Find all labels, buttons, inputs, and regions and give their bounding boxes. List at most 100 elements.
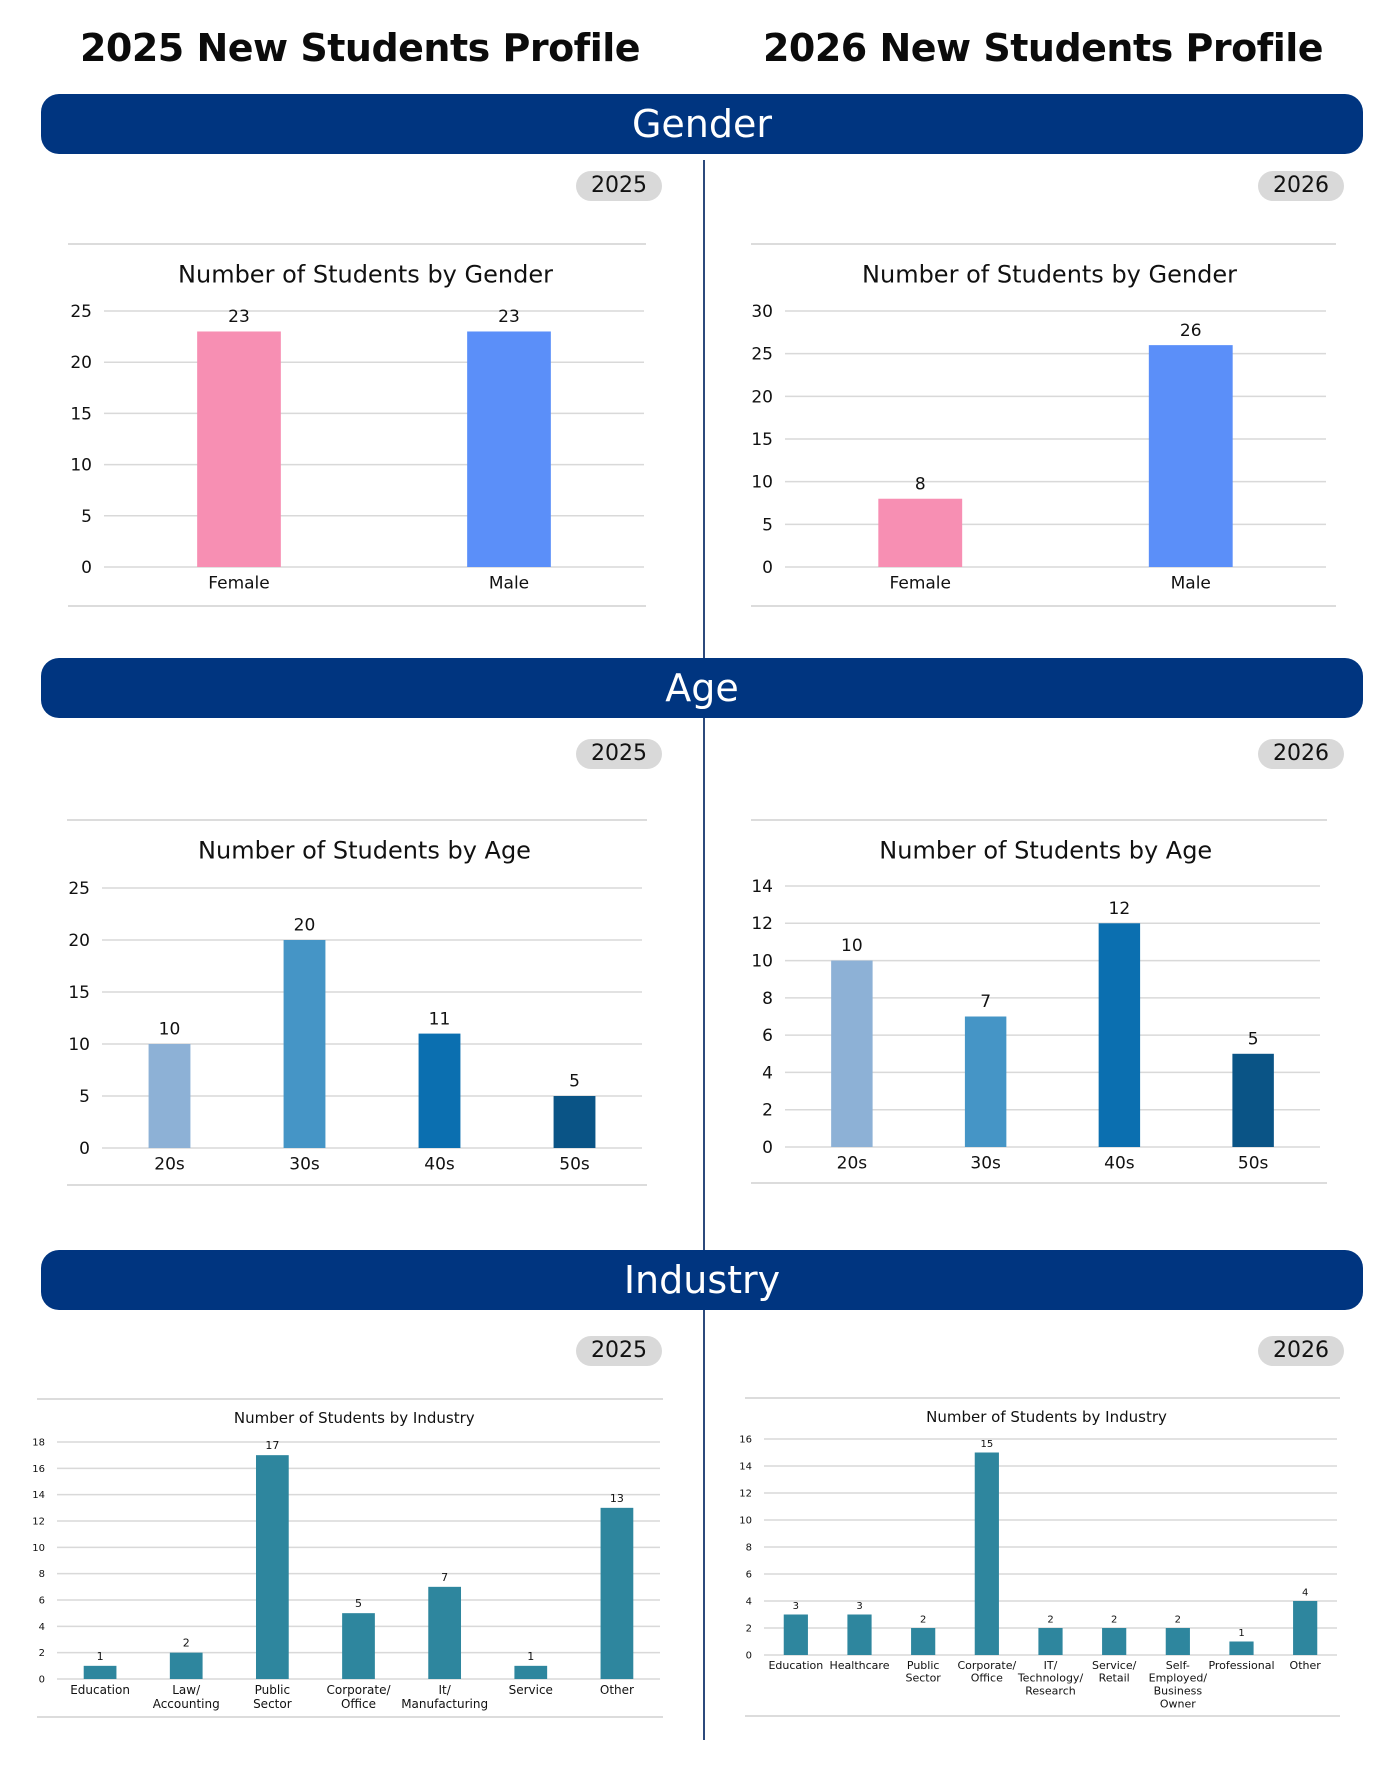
data-label: 12 <box>1109 899 1131 919</box>
category-label: IT/Technology/Research <box>1017 1659 1084 1698</box>
category-label: Public Sector <box>905 1659 941 1685</box>
section-industry: Industry <box>41 1250 1363 1310</box>
bar-0 <box>83 1665 117 1679</box>
y-tick-label: 0 <box>81 558 92 578</box>
chart-title: Number of Students by Industry <box>234 1409 475 1427</box>
section-age: Age <box>41 658 1363 718</box>
bar-3 <box>553 1096 596 1148</box>
bar-7 <box>1229 1641 1254 1655</box>
data-label: 7 <box>441 1571 448 1584</box>
category-label: 30s <box>289 1154 320 1174</box>
y-tick-label: 10 <box>751 952 773 972</box>
y-tick-label: 8 <box>746 1543 752 1554</box>
bar-0 <box>878 498 963 567</box>
category-label: Male <box>489 573 529 593</box>
category-label: Professional <box>1208 1659 1274 1672</box>
data-label: 7 <box>980 992 991 1012</box>
bar-0 <box>148 1044 191 1148</box>
data-label: 10 <box>159 1020 181 1040</box>
bar-2 <box>1098 923 1141 1147</box>
bar-6 <box>1165 1628 1190 1655</box>
category-label: 40s <box>424 1154 455 1174</box>
data-label: 5 <box>355 1597 362 1610</box>
bar-4 <box>1038 1628 1063 1655</box>
bar-2 <box>418 1033 461 1148</box>
y-tick-label: 12 <box>751 914 773 934</box>
category-label: Other <box>1290 1659 1322 1672</box>
category-label: Healthcare <box>830 1659 890 1672</box>
data-label: 26 <box>1180 321 1202 341</box>
bar-0 <box>783 1614 808 1655</box>
bar-2 <box>255 1455 289 1679</box>
year-badge-industry-2026: 2026 <box>1258 1336 1344 1366</box>
category-label: Law/Accounting <box>153 1683 220 1711</box>
bar-2 <box>911 1628 936 1655</box>
y-tick-label: 0 <box>746 1651 752 1662</box>
bar-3 <box>974 1452 999 1655</box>
category-label: 50s <box>1238 1153 1269 1173</box>
column-divider <box>703 160 705 1740</box>
bar-1 <box>283 940 326 1148</box>
y-tick-label: 20 <box>68 931 90 951</box>
category-label: It/Manufacturing <box>401 1683 488 1711</box>
category-label: 50s <box>559 1154 590 1174</box>
category-label: 20s <box>154 1154 185 1174</box>
bar-4 <box>428 1586 462 1679</box>
category-label: Female <box>890 573 951 593</box>
y-tick-label: 15 <box>751 430 773 450</box>
y-tick-label: 10 <box>70 456 92 476</box>
data-label: 2 <box>920 1615 926 1626</box>
data-label: 3 <box>793 1601 799 1612</box>
y-tick-label: 12 <box>32 1517 45 1528</box>
year-badge-industry-2025: 2025 <box>576 1336 662 1366</box>
chart-title: Number of Students by Age <box>879 836 1212 864</box>
title-2025: 2025 New Students Profile <box>79 26 641 70</box>
year-badge-age-2025: 2025 <box>576 739 662 769</box>
data-label: 4 <box>1302 1588 1308 1599</box>
y-tick-label: 2 <box>746 1624 752 1635</box>
bar-5 <box>1102 1628 1127 1655</box>
data-label: 10 <box>841 936 863 956</box>
y-tick-label: 0 <box>79 1139 90 1159</box>
y-tick-label: 14 <box>739 1462 752 1473</box>
bar-1 <box>964 1016 1007 1147</box>
data-label: 5 <box>569 1072 580 1092</box>
y-tick-label: 2 <box>762 1101 773 1121</box>
y-tick-label: 4 <box>762 1063 773 1083</box>
bar-6 <box>600 1507 634 1679</box>
y-tick-label: 14 <box>751 877 773 897</box>
y-tick-label: 16 <box>739 1435 752 1446</box>
y-tick-label: 5 <box>81 507 92 527</box>
y-tick-label: 2 <box>39 1648 45 1659</box>
data-label: 13 <box>610 1492 624 1505</box>
category-label: Education <box>768 1659 823 1672</box>
data-label: 11 <box>429 1009 451 1029</box>
y-tick-label: 10 <box>751 473 773 493</box>
y-tick-label: 5 <box>762 515 773 535</box>
category-label: Male <box>1171 573 1211 593</box>
data-label: 15 <box>980 1439 993 1450</box>
y-tick-label: 15 <box>68 983 90 1003</box>
section-gender: Gender <box>41 94 1363 154</box>
data-label: 1 <box>97 1650 104 1663</box>
title-2026: 2026 New Students Profile <box>762 26 1324 70</box>
bar-1 <box>169 1652 203 1679</box>
y-tick-label: 15 <box>70 404 92 424</box>
data-label: 23 <box>498 307 520 327</box>
y-tick-label: 8 <box>762 989 773 1009</box>
y-tick-label: 10 <box>32 1543 45 1554</box>
category-label: Corporate/Office <box>326 1683 391 1711</box>
y-tick-label: 14 <box>32 1490 45 1501</box>
bar-3 <box>1232 1053 1274 1147</box>
category-label: 20s <box>837 1153 868 1173</box>
y-tick-label: 25 <box>70 302 92 322</box>
data-label: 2 <box>1111 1615 1117 1626</box>
data-label: 5 <box>1248 1029 1259 1049</box>
y-tick-label: 25 <box>751 345 773 365</box>
y-tick-label: 10 <box>739 1516 752 1527</box>
category-label: Other <box>600 1683 634 1697</box>
data-label: 1 <box>527 1650 534 1663</box>
y-tick-label: 6 <box>746 1570 752 1581</box>
